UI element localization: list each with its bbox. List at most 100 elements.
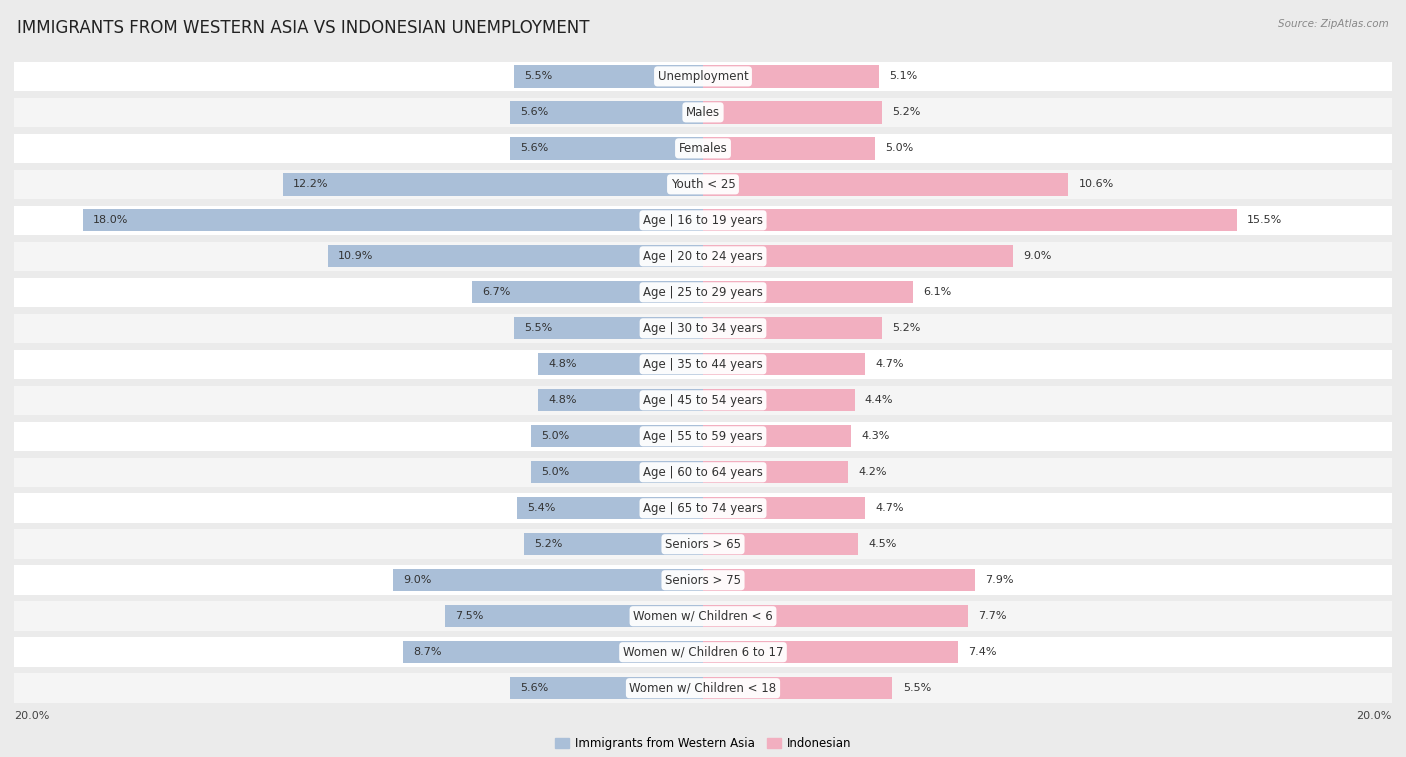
Text: 5.0%: 5.0%: [541, 431, 569, 441]
Text: 4.2%: 4.2%: [858, 467, 887, 477]
Text: 9.0%: 9.0%: [404, 575, 432, 585]
Bar: [531, 425, 703, 447]
Bar: [14, 98, 1392, 127]
Text: 5.6%: 5.6%: [520, 683, 548, 693]
Text: 7.9%: 7.9%: [986, 575, 1014, 585]
Text: IMMIGRANTS FROM WESTERN ASIA VS INDONESIAN UNEMPLOYMENT: IMMIGRANTS FROM WESTERN ASIA VS INDONESI…: [17, 19, 589, 37]
Text: Age | 55 to 59 years: Age | 55 to 59 years: [643, 430, 763, 443]
Text: Age | 30 to 34 years: Age | 30 to 34 years: [643, 322, 763, 335]
Bar: [14, 422, 1392, 451]
Text: 4.3%: 4.3%: [862, 431, 890, 441]
Bar: [513, 317, 703, 339]
Text: Age | 25 to 29 years: Age | 25 to 29 years: [643, 286, 763, 299]
Text: 15.5%: 15.5%: [1247, 215, 1282, 226]
Text: 6.1%: 6.1%: [924, 288, 952, 298]
Text: 4.4%: 4.4%: [865, 395, 893, 405]
Bar: [14, 385, 1392, 415]
Text: 5.2%: 5.2%: [893, 107, 921, 117]
Bar: [703, 173, 1069, 195]
Text: Women w/ Children < 6: Women w/ Children < 6: [633, 609, 773, 623]
Text: 5.1%: 5.1%: [889, 71, 917, 82]
Bar: [404, 641, 703, 663]
Text: 10.9%: 10.9%: [337, 251, 373, 261]
Bar: [14, 565, 1392, 595]
Text: 5.5%: 5.5%: [524, 71, 553, 82]
Text: Unemployment: Unemployment: [658, 70, 748, 83]
Text: 5.5%: 5.5%: [524, 323, 553, 333]
Text: Age | 45 to 54 years: Age | 45 to 54 years: [643, 394, 763, 407]
Bar: [14, 494, 1392, 523]
Text: 4.8%: 4.8%: [548, 395, 576, 405]
Bar: [328, 245, 703, 267]
Text: 5.2%: 5.2%: [534, 539, 562, 550]
Bar: [703, 137, 875, 160]
Bar: [703, 641, 957, 663]
Bar: [703, 281, 912, 304]
Bar: [14, 350, 1392, 379]
Bar: [703, 389, 855, 412]
Text: Females: Females: [679, 142, 727, 155]
Text: 4.5%: 4.5%: [869, 539, 897, 550]
Bar: [14, 133, 1392, 163]
Bar: [510, 101, 703, 123]
Text: 5.2%: 5.2%: [893, 323, 921, 333]
Text: 4.7%: 4.7%: [875, 503, 904, 513]
Text: Seniors > 65: Seniors > 65: [665, 537, 741, 551]
Bar: [703, 353, 865, 375]
Bar: [703, 497, 865, 519]
Bar: [513, 65, 703, 88]
Text: Males: Males: [686, 106, 720, 119]
Text: 5.6%: 5.6%: [520, 143, 548, 154]
Bar: [14, 529, 1392, 559]
Text: Age | 60 to 64 years: Age | 60 to 64 years: [643, 466, 763, 478]
Text: 7.5%: 7.5%: [456, 611, 484, 621]
Bar: [83, 209, 703, 232]
Bar: [283, 173, 703, 195]
Text: Age | 20 to 24 years: Age | 20 to 24 years: [643, 250, 763, 263]
Bar: [14, 170, 1392, 199]
Text: 7.4%: 7.4%: [969, 647, 997, 657]
Text: Age | 35 to 44 years: Age | 35 to 44 years: [643, 358, 763, 371]
Bar: [510, 137, 703, 160]
Bar: [14, 313, 1392, 343]
Bar: [14, 602, 1392, 631]
Text: Source: ZipAtlas.com: Source: ZipAtlas.com: [1278, 19, 1389, 29]
Text: Youth < 25: Youth < 25: [671, 178, 735, 191]
Text: 5.4%: 5.4%: [527, 503, 555, 513]
Bar: [510, 677, 703, 699]
Bar: [703, 569, 976, 591]
Text: 12.2%: 12.2%: [292, 179, 329, 189]
Bar: [537, 389, 703, 412]
Bar: [14, 241, 1392, 271]
Bar: [703, 245, 1012, 267]
Text: 5.5%: 5.5%: [903, 683, 931, 693]
Bar: [703, 209, 1237, 232]
Legend: Immigrants from Western Asia, Indonesian: Immigrants from Western Asia, Indonesian: [550, 733, 856, 755]
Text: Women w/ Children < 18: Women w/ Children < 18: [630, 682, 776, 695]
Bar: [444, 605, 703, 628]
Text: 20.0%: 20.0%: [14, 711, 49, 721]
Bar: [703, 65, 879, 88]
Bar: [524, 533, 703, 556]
Bar: [472, 281, 703, 304]
Text: 5.6%: 5.6%: [520, 107, 548, 117]
Text: 20.0%: 20.0%: [1357, 711, 1392, 721]
Bar: [703, 605, 969, 628]
Text: Age | 16 to 19 years: Age | 16 to 19 years: [643, 213, 763, 227]
Text: 7.7%: 7.7%: [979, 611, 1007, 621]
Text: 9.0%: 9.0%: [1024, 251, 1052, 261]
Text: Age | 65 to 74 years: Age | 65 to 74 years: [643, 502, 763, 515]
Bar: [517, 497, 703, 519]
Bar: [392, 569, 703, 591]
Bar: [703, 101, 882, 123]
Text: 8.7%: 8.7%: [413, 647, 441, 657]
Text: 4.8%: 4.8%: [548, 360, 576, 369]
Text: Seniors > 75: Seniors > 75: [665, 574, 741, 587]
Bar: [703, 461, 848, 484]
Bar: [703, 425, 851, 447]
Bar: [703, 317, 882, 339]
Text: 5.0%: 5.0%: [886, 143, 914, 154]
Text: 6.7%: 6.7%: [482, 288, 510, 298]
Bar: [14, 637, 1392, 667]
Bar: [537, 353, 703, 375]
